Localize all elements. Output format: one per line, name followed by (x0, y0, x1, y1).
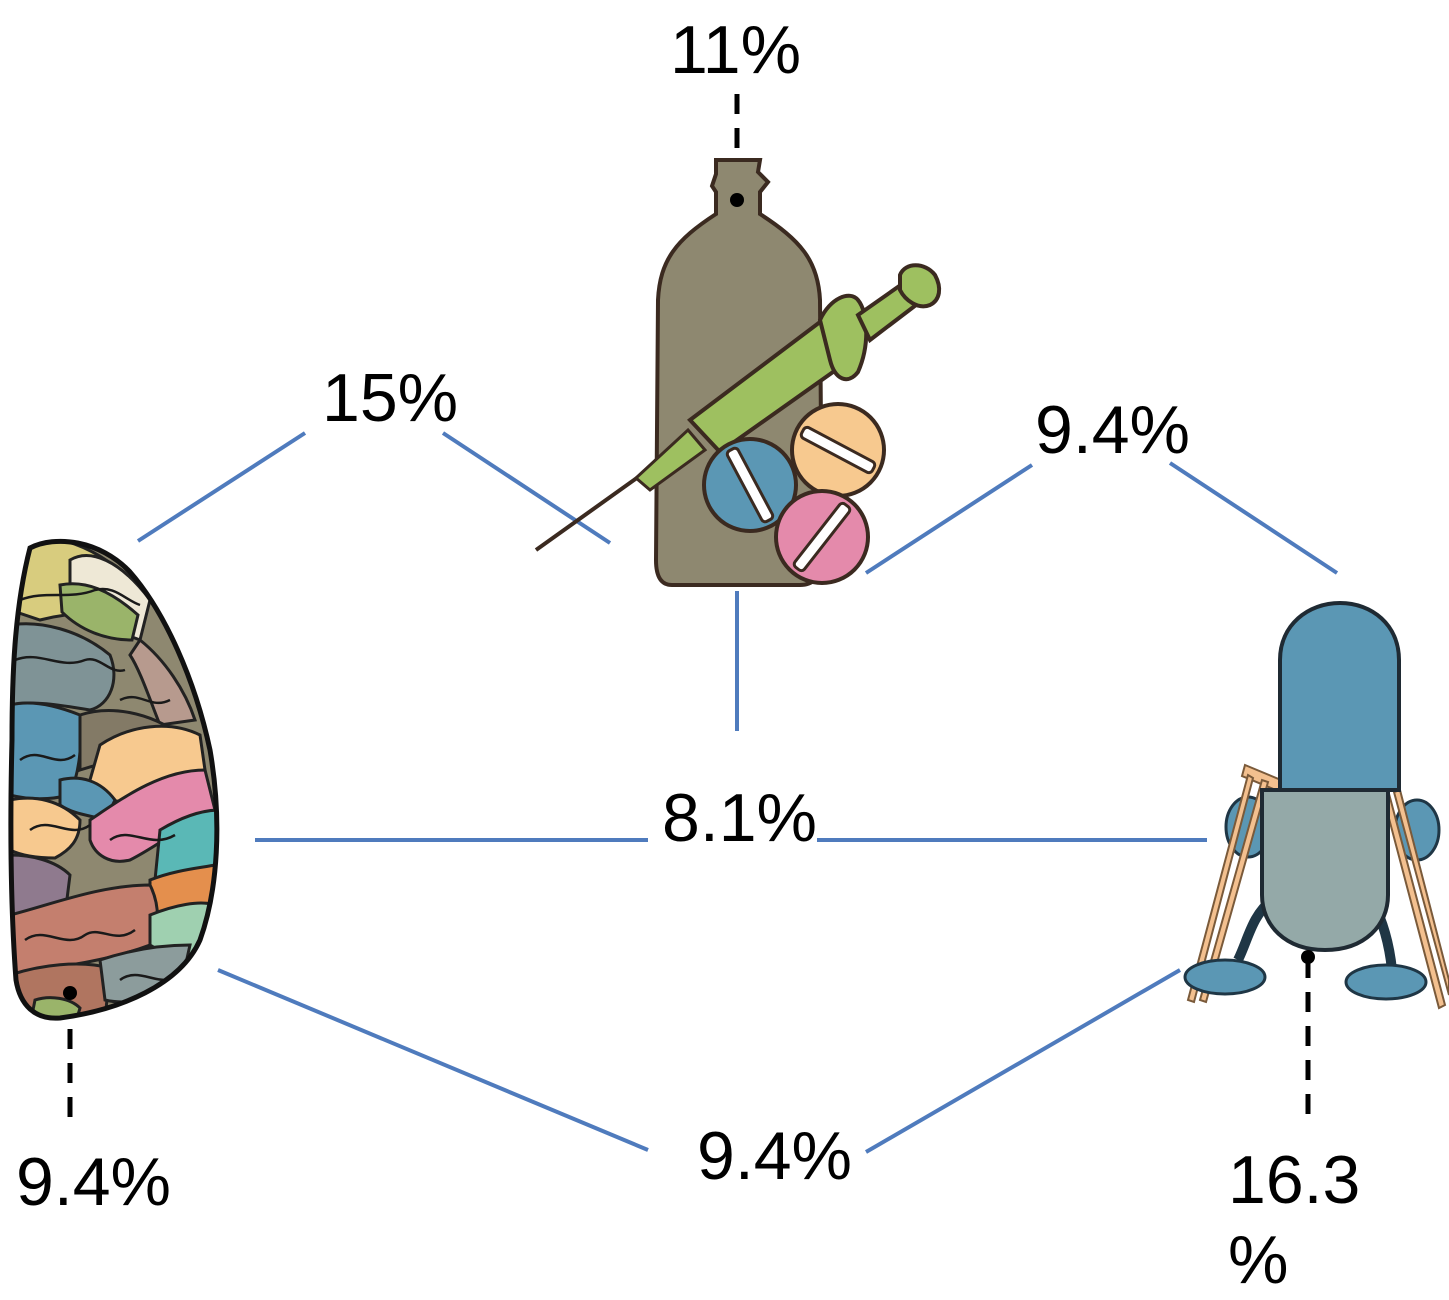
connector-bottom-label-to-physical (864, 968, 1182, 1154)
label-substance-physical-percent: 9.4% (1035, 392, 1190, 468)
syringe-tip (633, 427, 708, 492)
capsule-right-foot (1344, 963, 1428, 1001)
label-neuro-percent: 9.4% (16, 1144, 171, 1220)
leader-lines (67, 94, 1311, 1120)
connector-neuro-to-label-15 (136, 431, 307, 543)
syringe-thumb (898, 263, 942, 309)
capsule-with-crutches-icon (1183, 600, 1449, 1010)
label-substance-use-percent: 11% (670, 12, 802, 88)
pill-blue (702, 437, 798, 533)
connector-lines (136, 431, 1339, 1154)
substances-anchor-dot (730, 193, 744, 207)
bottle-syringe-pills-icon (534, 158, 942, 587)
capsule-bottom (1260, 788, 1390, 953)
crutch-left (1186, 763, 1307, 1004)
connector-substances-to-label-9-4 (864, 463, 1034, 575)
connector-label-15-to-substances (441, 431, 612, 545)
pill-orange (790, 402, 886, 498)
capsule-left-foot (1183, 958, 1267, 996)
connector-label-9-4-to-physical (1168, 461, 1339, 575)
brain-icon (8, 538, 220, 1021)
label-neuro-physical-bottom-percent: 9.4% (697, 1118, 852, 1194)
label-neuro-substance-percent: 15% (322, 360, 459, 436)
label-physical-percent-line2: % (1228, 1222, 1289, 1298)
pill-pink (774, 489, 870, 585)
brain-anchor-dot (63, 986, 77, 1000)
capsule-top (1278, 600, 1401, 792)
connector-neuro-to-bottom-label (217, 968, 649, 1152)
label-physical-percent-line1: 16.3 (1228, 1142, 1361, 1218)
label-neuro-physical-center-percent: 8.1% (662, 780, 817, 856)
physical-anchor-dot (1301, 950, 1315, 964)
